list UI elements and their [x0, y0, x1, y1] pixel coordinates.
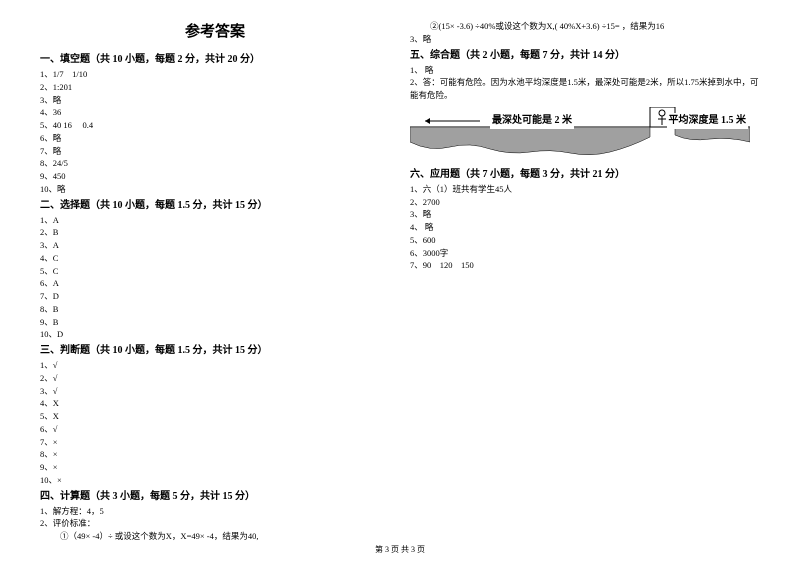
s4-item: ①（49× -4）÷ 或设这个数为X，X=49× -4，结果为40, — [40, 530, 390, 543]
s2-item: 1、A — [40, 214, 390, 227]
s1-item: 8、24/5 — [40, 157, 390, 170]
s4-item: 1、解方程：4，5 — [40, 505, 390, 518]
s4-continued: ②(15× -3.6) ÷40%或设这个数为X,( 40%X+3.6) ÷15=… — [410, 20, 760, 33]
s2-item: 6、A — [40, 277, 390, 290]
s6-item: 3、略 — [410, 208, 760, 221]
section-1-header: 一、填空题（共 10 小题，每题 2 分，共计 20 分） — [40, 52, 390, 68]
page-title: 参考答案 — [40, 20, 390, 44]
s2-item: 8、B — [40, 303, 390, 316]
s1-item: 4、36 — [40, 106, 390, 119]
s1-item: 7、略 — [40, 145, 390, 158]
s1-item: 1、1/7 1/10 — [40, 68, 390, 81]
s2-item: 10、D — [40, 328, 390, 341]
s3-item: 6、√ — [40, 423, 390, 436]
s3-item: 3、√ — [40, 385, 390, 398]
page-footer: 第 3 页 共 3 页 — [0, 544, 800, 557]
s3-item: 7、× — [40, 436, 390, 449]
section-2-header: 二、选择题（共 10 小题，每题 1.5 分，共计 15 分） — [40, 198, 390, 214]
s5-item: 2、答：可能有危险。因为水池平均深度是1.5米，最深处可能是2米，所以1.75米… — [410, 76, 760, 102]
s6-item: 5、600 — [410, 234, 760, 247]
s2-item: 2、B — [40, 226, 390, 239]
s3-item: 2、√ — [40, 372, 390, 385]
s1-item: 3、略 — [40, 94, 390, 107]
s2-item: 9、B — [40, 316, 390, 329]
section-5-header: 五、综合题（共 2 小题，每题 7 分，共计 14 分） — [410, 48, 760, 64]
s3-item: 8、× — [40, 448, 390, 461]
s6-item: 6、3000字 — [410, 247, 760, 260]
s5-item: 1、 略 — [410, 64, 760, 77]
s4-continued: 3、略 — [410, 33, 760, 46]
s6-item: 7、90 120 150 — [410, 259, 760, 272]
section-4-header: 四、计算题（共 3 小题，每题 5 分，共计 15 分） — [40, 489, 390, 505]
s6-item: 1、六（1）班共有学生45人 — [410, 183, 760, 196]
s1-item: 6、略 — [40, 132, 390, 145]
section-3-header: 三、判断题（共 10 小题，每题 1.5 分，共计 15 分） — [40, 343, 390, 359]
s1-item: 5、40 16 0.4 — [40, 119, 390, 132]
left-column: 参考答案 一、填空题（共 10 小题，每题 2 分，共计 20 分） 1、1/7… — [30, 20, 400, 543]
section-6-header: 六、应用题（共 7 小题，每题 3 分，共计 21 分） — [410, 167, 760, 183]
pool-diagram: 最深处可能是 2 米 平均深度是 1.5 米 — [410, 107, 750, 162]
s2-item: 3、A — [40, 239, 390, 252]
s3-item: 9、× — [40, 461, 390, 474]
s6-item: 2、2700 — [410, 196, 760, 209]
diagram-label-left: 最深处可能是 2 米 — [490, 113, 574, 129]
s6-item: 4、 略 — [410, 221, 760, 234]
s1-item: 9、450 — [40, 170, 390, 183]
s1-item: 10、略 — [40, 183, 390, 196]
s2-item: 7、D — [40, 290, 390, 303]
s3-item: 4、X — [40, 397, 390, 410]
s2-item: 4、C — [40, 252, 390, 265]
s3-item: 5、X — [40, 410, 390, 423]
s3-item: 1、√ — [40, 359, 390, 372]
right-column: ②(15× -3.6) ÷40%或设这个数为X,( 40%X+3.6) ÷15=… — [400, 20, 770, 543]
s1-item: 2、1:201 — [40, 81, 390, 94]
s3-item: 10、× — [40, 474, 390, 487]
s2-item: 5、C — [40, 265, 390, 278]
s4-item: 2、评价标准： — [40, 517, 390, 530]
diagram-label-right: 平均深度是 1.5 米 — [667, 113, 749, 129]
